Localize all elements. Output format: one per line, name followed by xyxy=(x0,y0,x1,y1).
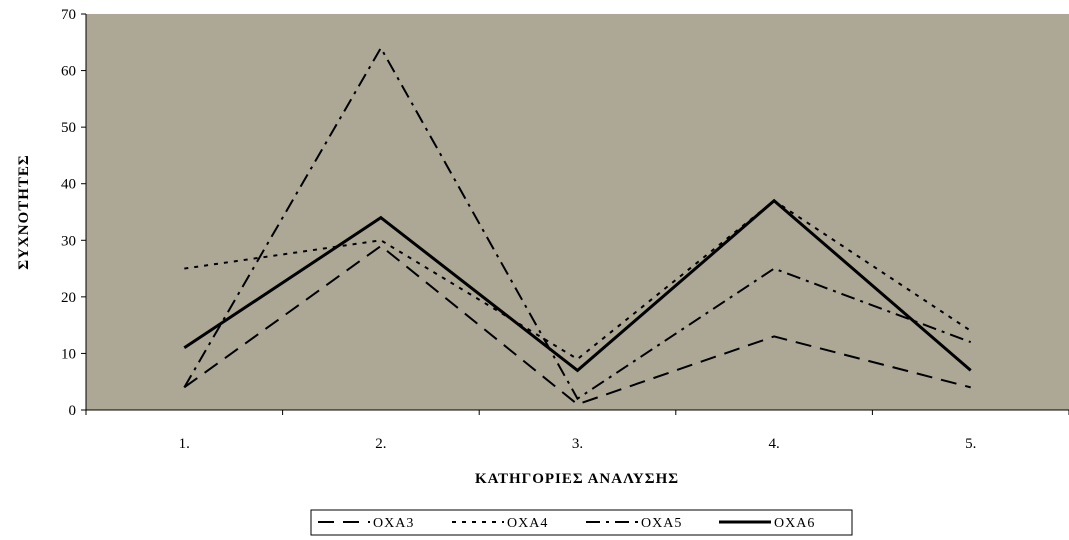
plot-area xyxy=(86,14,1069,410)
x-tick-label: 5. xyxy=(965,436,976,452)
y-tick-label: 50 xyxy=(61,120,76,136)
legend-label: ΟΧΑ5 xyxy=(641,516,682,531)
y-tick-label: 20 xyxy=(61,290,76,306)
x-tick-label: 2. xyxy=(375,436,386,452)
y-tick-label: 0 xyxy=(69,403,77,419)
y-tick-label: 30 xyxy=(61,233,76,249)
legend-label: ΟΧΑ3 xyxy=(373,516,414,531)
x-axis-title: ΚΑΤΗΓΟΡΙΕΣ ΑΝΑΛΥΣΗΣ xyxy=(475,471,679,487)
x-tick-label: 1. xyxy=(179,436,190,452)
series-line-ΟΧΑ3 xyxy=(183,244,971,406)
series-line-ΟΧΑ6 xyxy=(183,198,972,373)
legend-label: ΟΧΑ4 xyxy=(507,516,548,531)
y-tick-label: 60 xyxy=(61,64,76,80)
x-tick-label: 3. xyxy=(572,436,583,452)
y-axis-title: ΣΥΧΝΟΤΗΤΕΣ xyxy=(16,154,32,269)
legend: ΟΧΑ3 ΟΧΑ4 ΟΧΑ5 ΟΧΑ6 xyxy=(310,509,853,536)
x-tick-label: 4. xyxy=(768,436,779,452)
series-line-ΟΧΑ5 xyxy=(183,45,972,401)
y-tick-label: 10 xyxy=(61,346,76,362)
y-tick-label: 40 xyxy=(61,177,76,193)
series-line-ΟΧΑ4 xyxy=(184,199,972,361)
y-tick-label: 70 xyxy=(61,7,76,23)
legend-label: ΟΧΑ6 xyxy=(774,516,815,531)
